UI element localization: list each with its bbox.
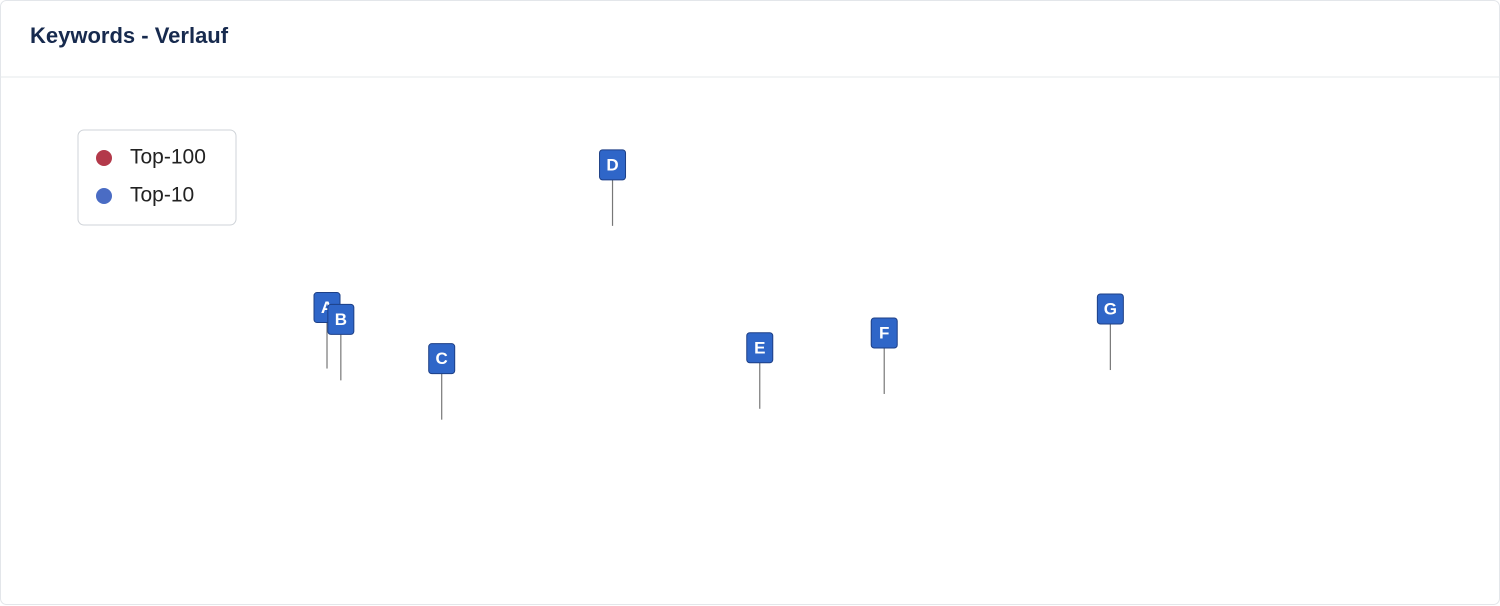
annotation: G <box>1096 293 1124 371</box>
annotation-flag <box>599 149 627 181</box>
annotation: F <box>870 317 898 394</box>
annotation-flag <box>746 332 774 364</box>
legend-label: Top-100 <box>130 146 206 169</box>
annotation: D <box>599 149 627 226</box>
legend-marker <box>96 188 112 204</box>
annotation-label: D <box>606 155 618 174</box>
annotation: B <box>327 303 355 381</box>
annotation-label: F <box>879 323 889 342</box>
annotation: E <box>746 332 774 409</box>
annotation-flag <box>1096 293 1124 325</box>
legend-label: Top-10 <box>130 184 194 207</box>
annotation-flag <box>327 303 355 335</box>
annotation-label: C <box>436 349 448 368</box>
card-title: Keywords - Verlauf <box>30 23 229 48</box>
annotation-flag <box>428 343 456 375</box>
annotation: C <box>428 343 456 420</box>
legend-marker <box>96 150 112 166</box>
annotation-flag <box>870 317 898 349</box>
annotation-label: G <box>1104 300 1117 319</box>
annotation-label: B <box>335 310 347 329</box>
annotation-label: E <box>754 338 765 357</box>
legend-box <box>77 129 237 226</box>
